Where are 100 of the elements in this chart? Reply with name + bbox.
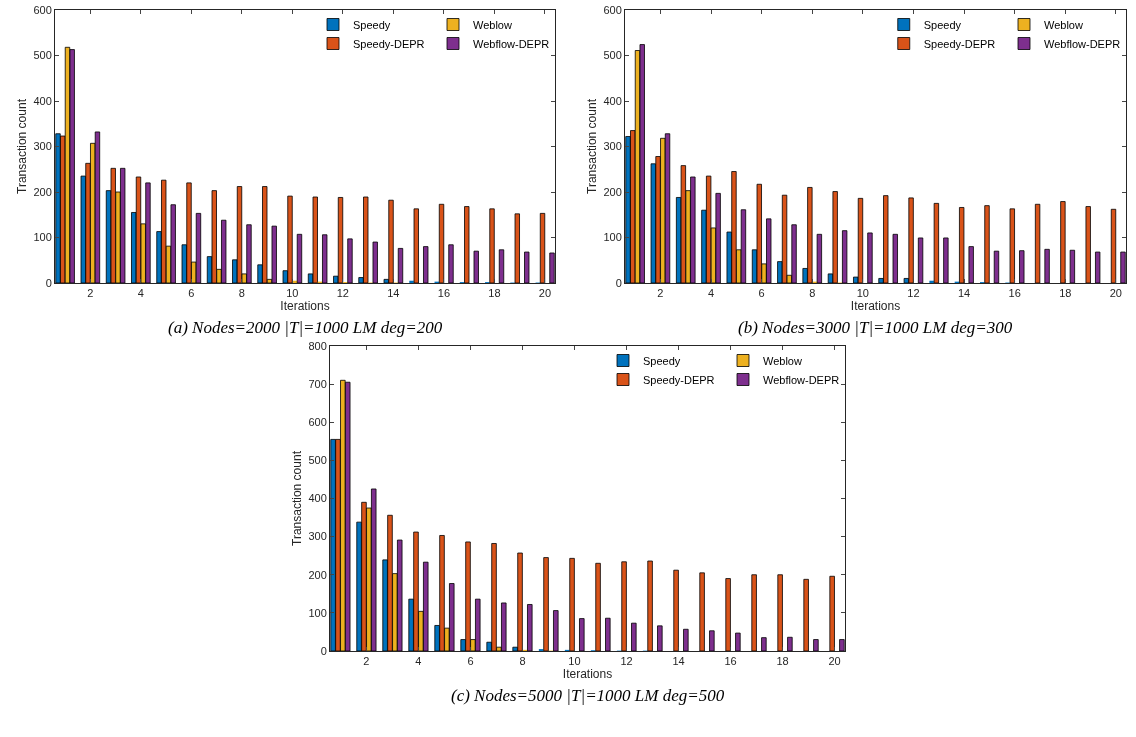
y-tick-label: 100	[33, 231, 52, 244]
bar	[605, 617, 611, 651]
bar	[69, 49, 75, 283]
x-tick-label: 2	[657, 287, 664, 300]
y-tick-label: 200	[33, 185, 52, 198]
text: (a) Nodes=2000 |T|=1000 LM deg=200	[168, 318, 443, 337]
legend-label: Speedy	[923, 18, 962, 31]
legend-label: Speedy	[353, 18, 391, 31]
text: (b) Nodes=3000 |T|=1000 LM deg=300	[738, 318, 1013, 337]
bar	[438, 203, 445, 283]
bar	[842, 230, 848, 283]
bar	[777, 574, 783, 651]
legend-label: Webflow-DEPR	[763, 373, 840, 386]
bar	[553, 610, 559, 651]
bar	[170, 204, 176, 283]
x-axis-title: Iterations	[562, 667, 613, 682]
legend-label: Weblow	[473, 18, 512, 31]
x-tick-label: 18	[1059, 287, 1072, 300]
y-tick-label: 0	[615, 276, 622, 289]
bar	[673, 569, 679, 651]
y-tick-label: 600	[603, 3, 622, 16]
x-tick-label: 4	[707, 287, 715, 300]
y-axis-title: Transaction count	[584, 98, 599, 194]
y-tick-label: 300	[603, 140, 622, 153]
x-tick-label: 6	[188, 287, 195, 300]
legend-label: Speedy-DEPR	[353, 37, 425, 50]
bar	[211, 190, 217, 283]
x-tick-label: 16	[437, 287, 451, 300]
x-tick-label: 12	[620, 655, 633, 668]
bar	[549, 252, 555, 283]
legend-label: Weblow	[763, 354, 802, 367]
bar	[1009, 208, 1015, 283]
bar	[195, 212, 202, 283]
bar	[813, 639, 819, 651]
bar	[330, 439, 336, 651]
bar	[94, 131, 101, 283]
x-tick-label: 2	[87, 287, 94, 300]
x-tick-label: 2	[363, 655, 370, 668]
y-tick-label: 400	[33, 94, 52, 107]
x-tick-label: 10	[568, 655, 581, 668]
bar	[735, 632, 741, 651]
bar	[595, 562, 601, 651]
y-tick-label: 200	[603, 185, 622, 198]
bar	[271, 225, 277, 283]
bar	[543, 557, 549, 651]
bar	[514, 213, 520, 283]
y-tick-label: 700	[308, 377, 327, 390]
x-tick-label: 20	[538, 287, 552, 300]
bar	[347, 238, 353, 283]
bar	[1019, 250, 1025, 283]
x-tick-label: 12	[336, 287, 350, 300]
bar	[839, 639, 845, 651]
y-tick-label: 800	[308, 339, 327, 352]
bar	[740, 209, 747, 283]
bar	[664, 133, 671, 283]
bar	[539, 212, 546, 283]
bar	[933, 202, 940, 283]
x-tick-label: 10	[856, 287, 869, 300]
bar	[829, 575, 835, 651]
bar	[725, 578, 731, 651]
x-tick-label: 6	[758, 287, 765, 300]
x-tick-label: 20	[1109, 287, 1123, 300]
bar	[647, 560, 653, 651]
x-tick-label: 16	[724, 655, 737, 668]
bar	[524, 251, 530, 283]
legend-label: Webflow-DEPR	[473, 37, 550, 50]
bar	[943, 237, 949, 283]
bar	[397, 248, 404, 283]
bar	[993, 250, 1000, 283]
x-tick-label: 14	[957, 287, 971, 300]
y-tick-label: 500	[33, 49, 52, 62]
bar	[761, 637, 767, 651]
x-axis-title: Iterations	[280, 299, 330, 314]
x-tick-label: 4	[415, 655, 422, 668]
x-tick-label: 12	[907, 287, 920, 300]
y-tick-label: 0	[320, 644, 327, 657]
bar	[715, 192, 721, 283]
bar	[832, 191, 838, 283]
bar	[680, 165, 687, 283]
x-tick-label: 6	[467, 655, 474, 668]
legend-label: Speedy	[643, 354, 681, 367]
x-tick-label: 8	[809, 287, 816, 300]
x-tick-label: 14	[672, 655, 685, 668]
bar	[968, 246, 974, 283]
x-tick-label: 10	[286, 287, 299, 300]
bar	[498, 249, 505, 283]
x-axis-title: Iterations	[850, 299, 901, 314]
bar	[527, 604, 533, 651]
bar	[1095, 251, 1101, 283]
y-tick-label: 100	[308, 606, 327, 619]
x-tick-label: 18	[776, 655, 789, 668]
y-tick-label: 400	[308, 492, 327, 505]
bar	[867, 232, 873, 283]
bar	[337, 197, 344, 283]
y-axis-title: Transaction count	[289, 450, 304, 546]
bar	[984, 205, 990, 283]
x-tick-label: 8	[238, 287, 245, 300]
bar	[1110, 208, 1117, 283]
bar	[296, 233, 303, 283]
bar	[1120, 251, 1126, 283]
